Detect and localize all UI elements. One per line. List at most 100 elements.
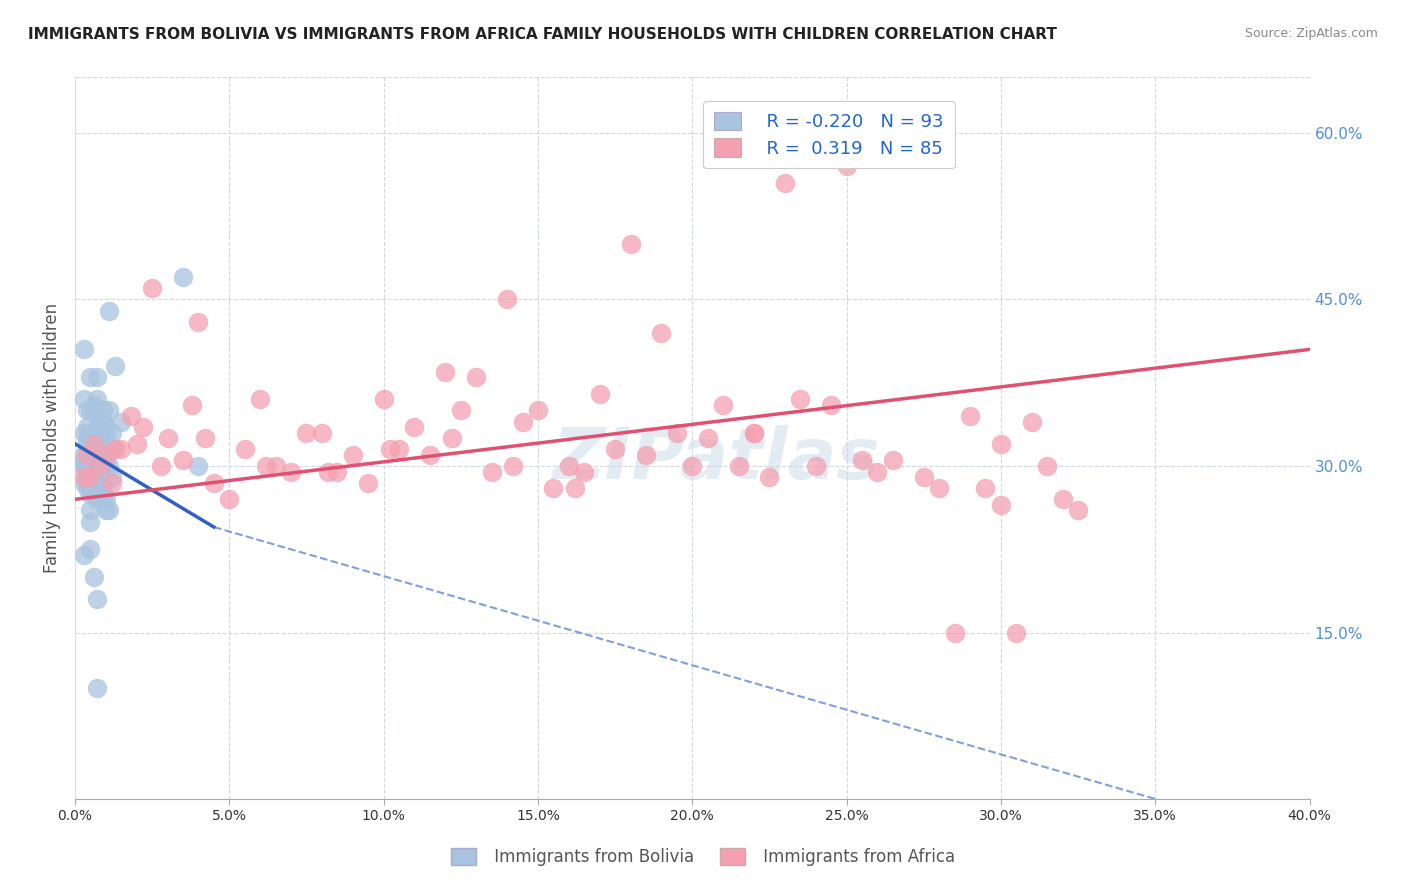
Point bbox=[73, 475, 96, 490]
Text: Source: ZipAtlas.com: Source: ZipAtlas.com bbox=[1244, 27, 1378, 40]
Point bbox=[73, 470, 96, 484]
Point bbox=[564, 481, 586, 495]
Point bbox=[73, 448, 96, 462]
Point bbox=[83, 448, 105, 462]
Point bbox=[86, 370, 108, 384]
Point bbox=[194, 431, 217, 445]
Point bbox=[86, 481, 108, 495]
Point bbox=[650, 326, 672, 340]
Point bbox=[574, 465, 596, 479]
Legend:   R = -0.220   N = 93,   R =  0.319   N = 85: R = -0.220 N = 93, R = 0.319 N = 85 bbox=[703, 101, 955, 169]
Point bbox=[120, 409, 142, 423]
Point bbox=[73, 458, 96, 473]
Point bbox=[465, 370, 488, 384]
Point bbox=[94, 503, 117, 517]
Point bbox=[83, 470, 105, 484]
Point bbox=[974, 481, 997, 495]
Point bbox=[434, 365, 457, 379]
Point bbox=[150, 458, 173, 473]
Point bbox=[76, 470, 98, 484]
Point bbox=[912, 470, 935, 484]
Point bbox=[512, 415, 534, 429]
Point bbox=[83, 403, 105, 417]
Point bbox=[79, 458, 101, 473]
Point bbox=[73, 343, 96, 357]
Point bbox=[820, 398, 842, 412]
Point bbox=[634, 448, 657, 462]
Point bbox=[83, 448, 105, 462]
Point bbox=[835, 159, 858, 173]
Point bbox=[619, 237, 641, 252]
Point bbox=[97, 303, 120, 318]
Point bbox=[1067, 503, 1090, 517]
Point bbox=[76, 448, 98, 462]
Point bbox=[94, 492, 117, 507]
Point bbox=[91, 415, 114, 429]
Point bbox=[990, 437, 1012, 451]
Point bbox=[86, 681, 108, 695]
Point bbox=[187, 458, 209, 473]
Point bbox=[79, 448, 101, 462]
Point bbox=[83, 470, 105, 484]
Point bbox=[101, 475, 124, 490]
Legend:  Immigrants from Bolivia,  Immigrants from Africa: Immigrants from Bolivia, Immigrants from… bbox=[443, 840, 963, 875]
Point bbox=[110, 415, 132, 429]
Point bbox=[990, 498, 1012, 512]
Point bbox=[316, 465, 339, 479]
Point bbox=[83, 458, 105, 473]
Point bbox=[76, 420, 98, 434]
Point bbox=[101, 425, 124, 440]
Point bbox=[79, 515, 101, 529]
Point bbox=[89, 425, 111, 440]
Point bbox=[481, 465, 503, 479]
Point bbox=[83, 448, 105, 462]
Point bbox=[76, 431, 98, 445]
Point bbox=[97, 403, 120, 417]
Point bbox=[789, 392, 811, 407]
Point bbox=[89, 470, 111, 484]
Point bbox=[83, 437, 105, 451]
Point bbox=[76, 481, 98, 495]
Point bbox=[89, 425, 111, 440]
Point bbox=[1036, 458, 1059, 473]
Point bbox=[373, 392, 395, 407]
Point bbox=[86, 420, 108, 434]
Point bbox=[233, 442, 256, 457]
Point bbox=[527, 403, 550, 417]
Point bbox=[83, 453, 105, 467]
Point bbox=[132, 420, 155, 434]
Point bbox=[104, 442, 127, 457]
Point bbox=[378, 442, 401, 457]
Point bbox=[141, 281, 163, 295]
Point bbox=[943, 625, 966, 640]
Point bbox=[83, 481, 105, 495]
Point bbox=[79, 503, 101, 517]
Point bbox=[94, 420, 117, 434]
Point bbox=[89, 458, 111, 473]
Y-axis label: Family Households with Children: Family Households with Children bbox=[44, 303, 60, 574]
Point bbox=[79, 542, 101, 557]
Point bbox=[758, 470, 780, 484]
Point bbox=[76, 437, 98, 451]
Point bbox=[450, 403, 472, 417]
Point bbox=[882, 453, 904, 467]
Point bbox=[79, 370, 101, 384]
Point bbox=[440, 431, 463, 445]
Point bbox=[727, 458, 749, 473]
Point bbox=[280, 465, 302, 479]
Point bbox=[419, 448, 441, 462]
Point bbox=[156, 431, 179, 445]
Point bbox=[73, 453, 96, 467]
Point bbox=[110, 442, 132, 457]
Point bbox=[76, 442, 98, 457]
Point bbox=[404, 420, 426, 434]
Point bbox=[91, 481, 114, 495]
Point bbox=[94, 453, 117, 467]
Point bbox=[187, 315, 209, 329]
Point bbox=[79, 470, 101, 484]
Point bbox=[94, 431, 117, 445]
Text: IMMIGRANTS FROM BOLIVIA VS IMMIGRANTS FROM AFRICA FAMILY HOUSEHOLDS WITH CHILDRE: IMMIGRANTS FROM BOLIVIA VS IMMIGRANTS FR… bbox=[28, 27, 1057, 42]
Point bbox=[86, 470, 108, 484]
Point bbox=[91, 487, 114, 501]
Point bbox=[86, 470, 108, 484]
